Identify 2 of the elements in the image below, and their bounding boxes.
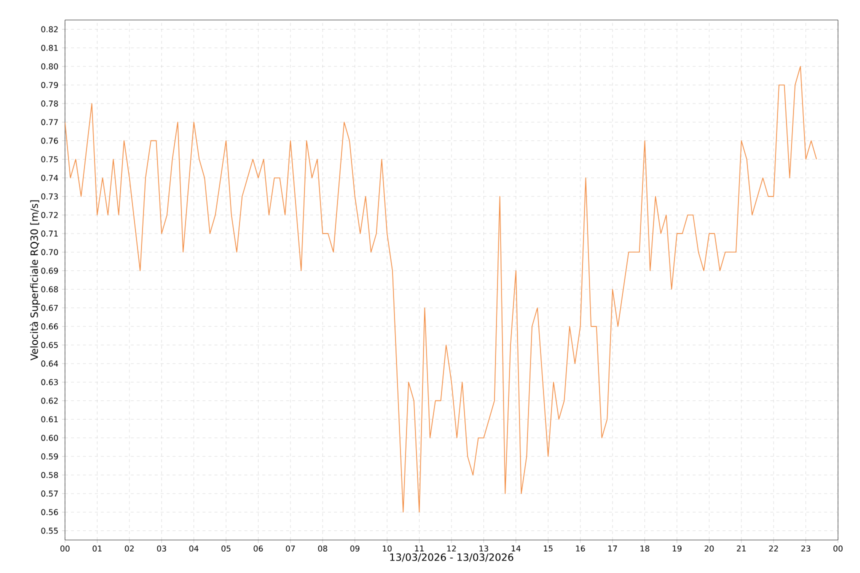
x-axis-title: 13/03/2026 - 13/03/2026 xyxy=(390,553,514,562)
y-axis-title: Velocità Superficiale RQ30 [m/s] xyxy=(30,200,40,360)
